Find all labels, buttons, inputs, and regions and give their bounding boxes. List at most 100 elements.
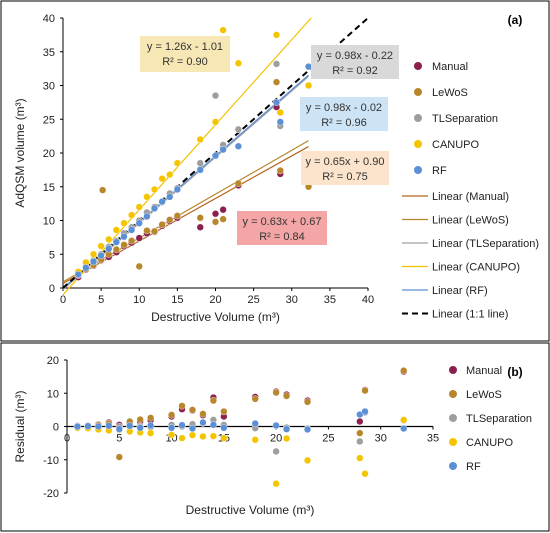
point-rf bbox=[150, 204, 159, 212]
point-rf bbox=[136, 424, 144, 432]
panel-label: (a) bbox=[508, 13, 523, 27]
equation-text: y = 0.63x + 0.67 bbox=[243, 216, 322, 228]
point-canupo bbox=[283, 434, 291, 443]
y-axis-title: Residual (m³) bbox=[13, 390, 27, 462]
legend-marker-canupo bbox=[414, 140, 422, 148]
point-canupo bbox=[209, 432, 218, 440]
point-rf bbox=[188, 424, 197, 433]
point-canupo bbox=[199, 432, 207, 441]
point-rf bbox=[166, 193, 174, 201]
equation-box-linear-lewos: y = 0.65x + 0.90 R² = 0.75 bbox=[301, 151, 389, 185]
point-canupo bbox=[166, 171, 174, 179]
point-rf bbox=[211, 152, 220, 160]
point-lewos bbox=[303, 398, 312, 406]
legend-label-canupo: CANUPO bbox=[432, 139, 480, 151]
point-canupo bbox=[97, 242, 105, 250]
x-tick-label: 30 bbox=[286, 294, 298, 306]
point-canupo bbox=[276, 108, 284, 117]
point-lewos bbox=[147, 414, 155, 422]
point-lewos bbox=[220, 407, 228, 416]
point-canupo bbox=[167, 431, 176, 439]
point-canupo bbox=[128, 211, 136, 219]
point-canupo bbox=[89, 250, 98, 258]
point-lewos bbox=[219, 215, 227, 223]
legend-label-linear-canupo: Linear (CANUPO) bbox=[432, 262, 520, 274]
point-canupo bbox=[120, 219, 128, 227]
r-squared-text: R² = 0.96 bbox=[321, 117, 367, 129]
point-lewos bbox=[361, 386, 369, 395]
x-tick-label: 0 bbox=[64, 433, 70, 445]
point-rf bbox=[276, 118, 284, 126]
legend: Manual LeWoS TLSeparation CANUPO RF bbox=[449, 365, 532, 473]
point-rf bbox=[283, 425, 291, 433]
point-rf bbox=[158, 198, 166, 206]
equation-box-bg bbox=[311, 45, 399, 79]
panel-label: (b) bbox=[507, 365, 522, 379]
point-lewos bbox=[128, 237, 136, 245]
point-rf bbox=[105, 422, 113, 430]
point-canupo bbox=[150, 185, 159, 194]
point-lewos bbox=[167, 411, 176, 419]
point-canupo bbox=[303, 456, 312, 465]
point-tlseparation bbox=[272, 60, 281, 68]
legend-label-linear-lewos: Linear (LeWoS) bbox=[432, 215, 509, 227]
point-lewos bbox=[276, 166, 284, 175]
y-tick-label: -20 bbox=[43, 488, 59, 500]
point-rf bbox=[251, 419, 259, 428]
point-tlseparation bbox=[196, 159, 204, 167]
point-canupo bbox=[173, 159, 181, 167]
y-tick-label: 5 bbox=[49, 249, 55, 261]
point-rf bbox=[303, 425, 312, 434]
point-canupo bbox=[147, 429, 155, 437]
point-rf bbox=[143, 212, 151, 221]
x-tick-label: 25 bbox=[322, 433, 334, 445]
r-squared-text: R² = 0.90 bbox=[162, 56, 208, 68]
point-manual bbox=[196, 223, 204, 231]
point-lewos bbox=[251, 395, 259, 403]
point-canupo bbox=[196, 135, 204, 144]
point-canupo bbox=[178, 434, 186, 442]
point-lewos bbox=[143, 227, 151, 235]
trendline-linear-canupo bbox=[62, 17, 312, 296]
legend-label-tlseparation: TLSeparation bbox=[466, 413, 532, 425]
point-canupo bbox=[112, 226, 120, 234]
point-canupo bbox=[143, 193, 151, 201]
legend-marker-canupo bbox=[449, 438, 457, 446]
point-rf bbox=[220, 424, 228, 432]
point-rf bbox=[135, 219, 143, 227]
point-canupo bbox=[188, 431, 197, 439]
legend-label-linear-tlseparation: Linear (TLSeparation) bbox=[432, 238, 539, 250]
legend-label-manual: Manual bbox=[432, 61, 468, 73]
point-rf bbox=[112, 238, 120, 246]
point-canupo bbox=[211, 118, 220, 126]
point-lewos bbox=[283, 392, 291, 400]
point-lewos bbox=[136, 415, 144, 424]
x-tick-label: 15 bbox=[171, 294, 183, 306]
point-rf bbox=[361, 407, 369, 416]
y-tick-label: 10 bbox=[47, 388, 59, 400]
y-tick-label: 0 bbox=[53, 422, 59, 434]
point-rf bbox=[199, 418, 207, 427]
point-lewos bbox=[199, 410, 207, 418]
equation-box-linear-rf: y = 0.98x - 0.02 R² = 0.96 bbox=[300, 97, 388, 131]
legend-label-rf: RF bbox=[466, 461, 481, 473]
point-lewos bbox=[115, 453, 123, 461]
point-canupo bbox=[251, 436, 259, 444]
point-tlseparation bbox=[272, 447, 280, 456]
point-manual bbox=[211, 210, 220, 218]
legend-label-canupo: CANUPO bbox=[466, 437, 514, 449]
legend-marker-lewos bbox=[449, 390, 457, 398]
equation-box-linear-canupo: y = 1.26x - 1.01 R² = 0.90 bbox=[140, 36, 230, 72]
y-tick-label: 35 bbox=[43, 47, 55, 59]
point-rf bbox=[272, 421, 280, 430]
point-manual bbox=[219, 206, 227, 214]
point-lewos bbox=[234, 179, 242, 187]
x-tick-label: 25 bbox=[248, 294, 260, 306]
legend-marker-manual bbox=[449, 366, 457, 374]
point-rf bbox=[126, 422, 134, 430]
point-tlseparation bbox=[356, 437, 364, 446]
point-lewos bbox=[356, 429, 364, 437]
point-lewos bbox=[209, 396, 218, 405]
r-squared-text: R² = 0.84 bbox=[259, 231, 305, 243]
